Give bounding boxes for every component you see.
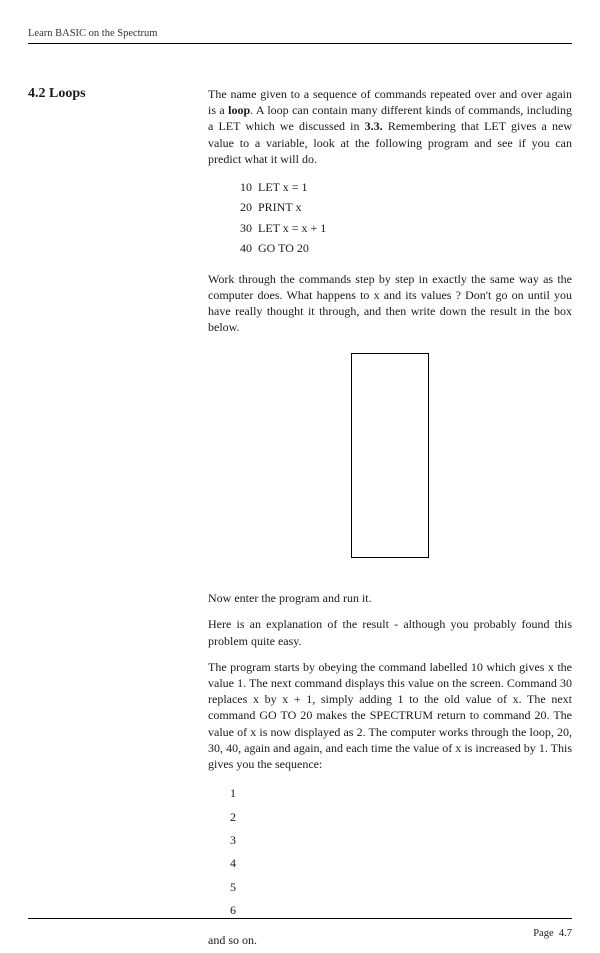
code-listing: 10 LET x = 1 20 PRINT x 30 LET x = x + 1 40…: [230, 177, 572, 259]
code-line-text: PRINT x: [258, 200, 301, 214]
sequence-item: 3: [230, 829, 572, 852]
code-line: 30 LET x = x + 1: [230, 218, 572, 238]
and-so-on: and so on.: [208, 932, 572, 948]
footer-rule: [28, 918, 572, 919]
sequence-item: 4: [230, 852, 572, 875]
running-head: Learn BASIC on the Spectrum: [28, 28, 572, 44]
section-heading: 4.2 Loops: [28, 86, 208, 102]
now-enter-paragraph: Now enter the program and run it.: [208, 590, 572, 606]
code-line-number: 10: [230, 177, 252, 197]
code-line: 20 PRINT x: [230, 197, 572, 217]
page-body: 4.2 Loops The name given to a sequence o…: [28, 86, 572, 949]
intro-bold-ref: 3.3.: [365, 119, 383, 133]
code-line-number: 40: [230, 238, 252, 258]
intro-bold-loop: loop: [228, 103, 250, 117]
answer-box: [351, 353, 429, 558]
sequence-item: 2: [230, 806, 572, 829]
section-title: Loops: [49, 86, 86, 101]
sequence-item: 1: [230, 782, 572, 805]
page-label: Page: [533, 928, 553, 939]
code-line-number: 30: [230, 218, 252, 238]
code-line: 40 GO TO 20: [230, 238, 572, 258]
workthrough-paragraph: Work through the commands step by step i…: [208, 271, 572, 336]
code-line-number: 20: [230, 197, 252, 217]
page-number: Page 4.7: [533, 928, 572, 939]
explanation-paragraph: The program starts by obeying the comman…: [208, 659, 572, 772]
section-number: 4.2: [28, 86, 46, 101]
left-column: 4.2 Loops: [28, 86, 208, 102]
code-line-text: LET x = 1: [258, 180, 308, 194]
code-line-text: LET x = x + 1: [258, 221, 326, 235]
right-column: The name given to a sequence of commands…: [208, 86, 572, 949]
page-number-value: 4.7: [559, 928, 572, 939]
code-line-text: GO TO 20: [258, 241, 309, 255]
code-line: 10 LET x = 1: [230, 177, 572, 197]
sequence-item: 5: [230, 876, 572, 899]
output-sequence: 1 2 3 4 5 6: [230, 782, 572, 922]
explanation-intro-paragraph: Here is an explanation of the result - a…: [208, 616, 572, 648]
intro-paragraph: The name given to a sequence of commands…: [208, 86, 572, 167]
